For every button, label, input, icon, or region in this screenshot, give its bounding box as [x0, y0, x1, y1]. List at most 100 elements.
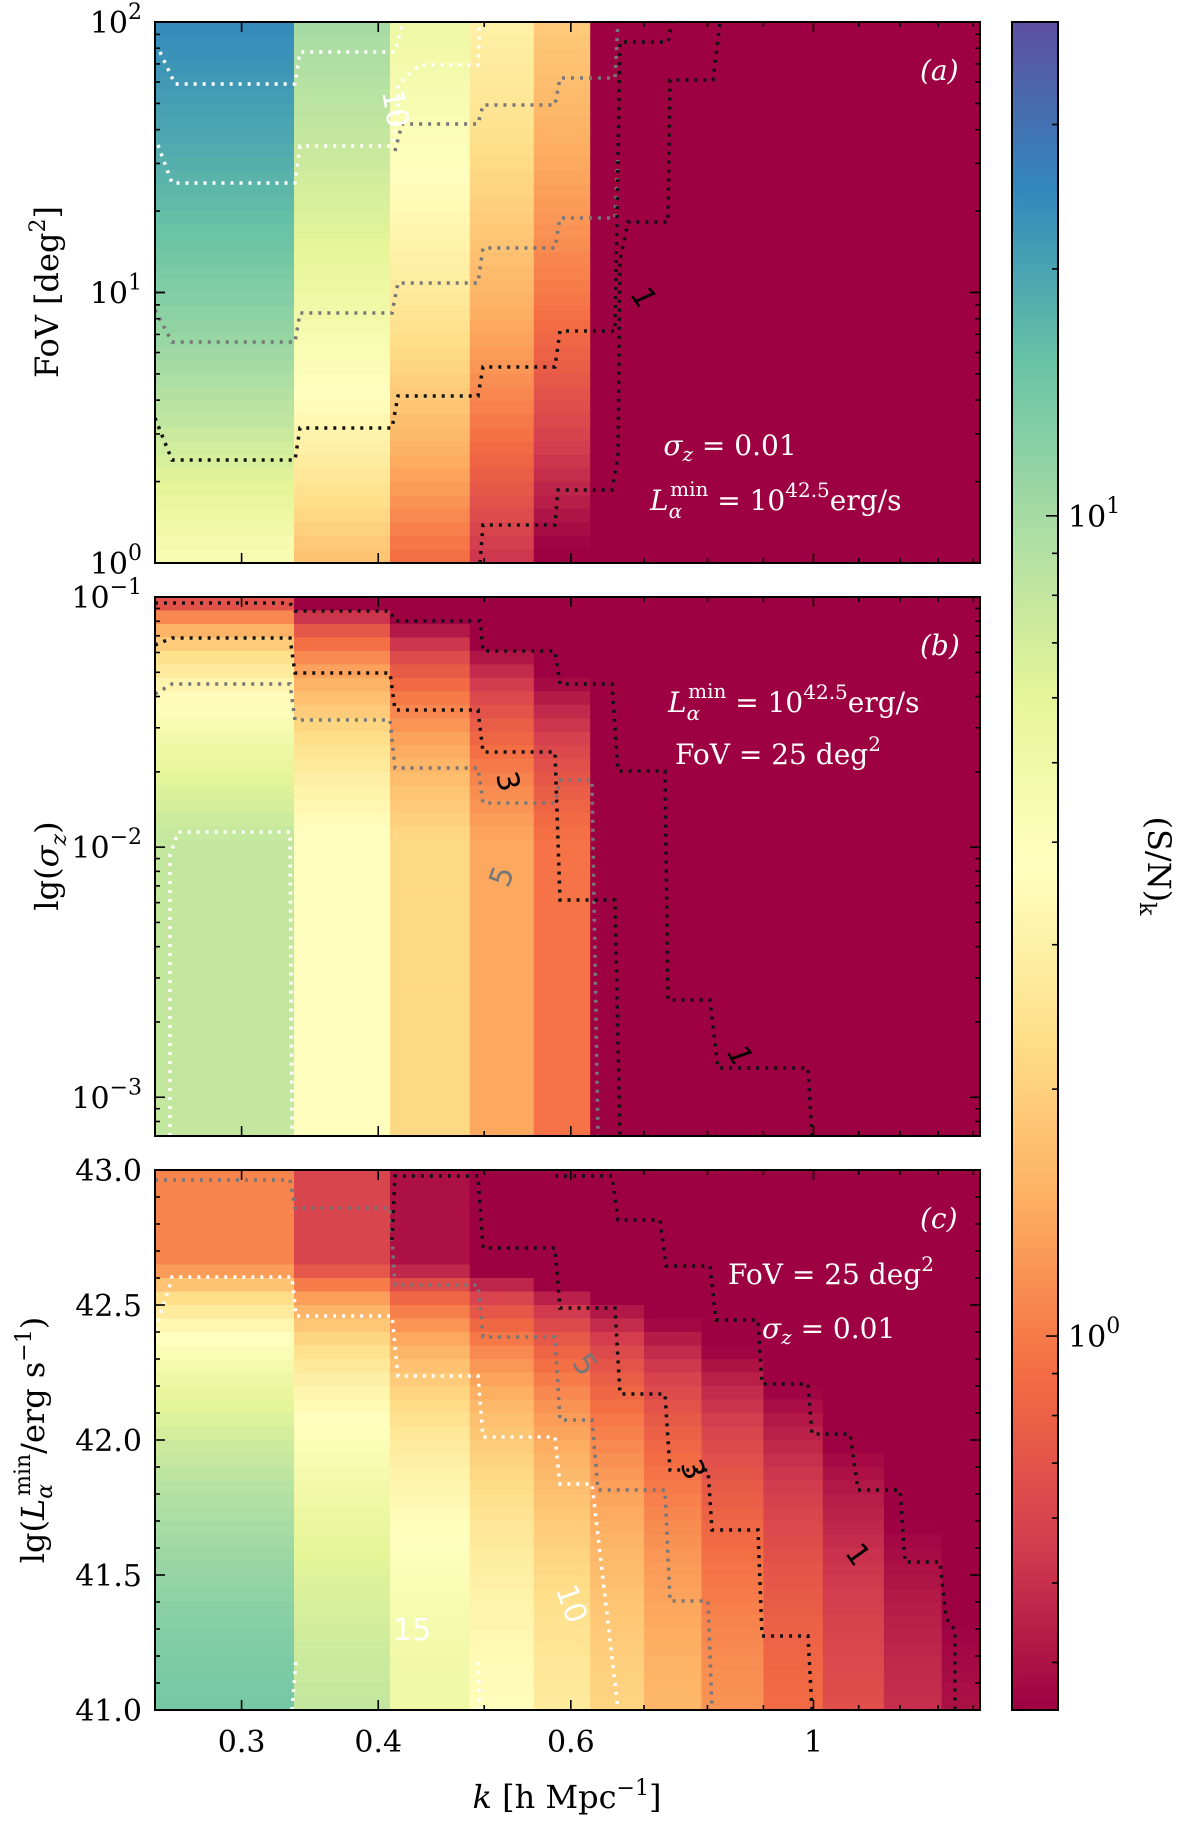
- heat-cell: [155, 387, 295, 402]
- tick-label: 10−3: [71, 1075, 142, 1116]
- heat-cell: [941, 1197, 980, 1212]
- heat-cell: [469, 211, 535, 226]
- heat-cell: [389, 1575, 471, 1590]
- heat-cell: [294, 1055, 391, 1070]
- heat-cell: [389, 758, 471, 773]
- heat-cell: [533, 76, 591, 91]
- heat-cell: [155, 1507, 295, 1522]
- heat-cell: [389, 1251, 471, 1266]
- heat-cell: [294, 1615, 391, 1630]
- heat-cell: [590, 238, 645, 253]
- heat-cell: [763, 197, 824, 212]
- heat-cell: [155, 1170, 295, 1185]
- heat-cell: [155, 1453, 295, 1468]
- heat-cell: [701, 346, 765, 361]
- heat-cell: [883, 1318, 943, 1333]
- heat-cell: [469, 197, 535, 212]
- heat-cell: [883, 238, 943, 253]
- heat-cell: [389, 1305, 471, 1320]
- contour-b-1: [155, 601, 814, 1136]
- heat-cell: [389, 1291, 471, 1306]
- heat-cell: [533, 1001, 591, 1016]
- heat-cell: [469, 1602, 535, 1617]
- heat-cell: [883, 718, 943, 733]
- heat-cell: [389, 650, 471, 665]
- heat-cell: [763, 265, 824, 280]
- heat-cell: [644, 691, 703, 706]
- heat-cell: [883, 745, 943, 760]
- heat-cell: [294, 1291, 391, 1306]
- heat-cell: [533, 1575, 591, 1590]
- heat-cell: [822, 1028, 885, 1043]
- heat-cell: [155, 623, 295, 639]
- heat-cell: [294, 1656, 391, 1671]
- heat-cell: [533, 157, 591, 172]
- heat-cell: [644, 853, 703, 868]
- heat-cell: [590, 143, 645, 158]
- heat-cell: [294, 1548, 391, 1563]
- heat-cell: [701, 1426, 765, 1441]
- heat-cell: [469, 76, 535, 91]
- heat-cell: [883, 360, 943, 375]
- heat-cell: [389, 1588, 471, 1603]
- heat-cell: [533, 103, 591, 118]
- heat-cell: [294, 1082, 391, 1097]
- heat-cell: [941, 103, 980, 118]
- heat-cell: [469, 22, 535, 37]
- heat-cell: [763, 1683, 824, 1698]
- heat-cell: [294, 893, 391, 908]
- heat-cell: [590, 1426, 645, 1441]
- heat-cell: [294, 1028, 391, 1043]
- heat-cell: [155, 1413, 295, 1428]
- heat-cell: [533, 1359, 591, 1374]
- heat-cell: [883, 812, 943, 827]
- heat-cell: [389, 130, 471, 145]
- heat-cell: [533, 785, 591, 800]
- heat-cell: [389, 441, 471, 456]
- heat-cell: [469, 1183, 535, 1198]
- tick-label: 10−2: [71, 825, 142, 866]
- heat-cell: [763, 1224, 824, 1239]
- heat-cell: [155, 454, 295, 469]
- heat-cell: [155, 441, 295, 456]
- heat-cell: [644, 1082, 703, 1097]
- heat-cell: [941, 745, 980, 760]
- heat-cell: [644, 306, 703, 321]
- heat-cell: [155, 1197, 295, 1212]
- heat-cell: [294, 157, 391, 172]
- heat-cell: [644, 62, 703, 77]
- heat-cell: [941, 157, 980, 172]
- heat-cell: [644, 22, 703, 37]
- heat-cell: [941, 906, 980, 921]
- heat-cell: [590, 1534, 645, 1549]
- heat-cell: [883, 650, 943, 665]
- heat-cell: [389, 454, 471, 469]
- heat-cell: [294, 718, 391, 733]
- heat-cell: [883, 130, 943, 145]
- heat-cell: [155, 597, 295, 612]
- heat-cell: [533, 184, 591, 199]
- heat-cell: [701, 35, 765, 50]
- heat-cell: [294, 974, 391, 989]
- heat-cell: [389, 1122, 471, 1136]
- heat-cell: [763, 1386, 824, 1401]
- heat-cell: [644, 373, 703, 388]
- heat-cell: [590, 1507, 645, 1522]
- heat-cell: [701, 650, 765, 665]
- heat-cell: [941, 650, 980, 665]
- heat-cell: [701, 157, 765, 172]
- heat-cell: [883, 197, 943, 212]
- heat-cell: [389, 508, 471, 524]
- heat-cell: [941, 535, 980, 551]
- heat-cell: [701, 238, 765, 253]
- heat-cell: [469, 238, 535, 253]
- heat-cell: [155, 1615, 295, 1630]
- heat-cell: [389, 1095, 471, 1110]
- heat-cell: [941, 947, 980, 962]
- heat-cell: [701, 481, 765, 496]
- heat-cell: [701, 387, 765, 402]
- heat-cell: [941, 373, 980, 388]
- heat-cell: [533, 1237, 591, 1252]
- heat-cell: [941, 1548, 980, 1563]
- heat-cell: [883, 184, 943, 199]
